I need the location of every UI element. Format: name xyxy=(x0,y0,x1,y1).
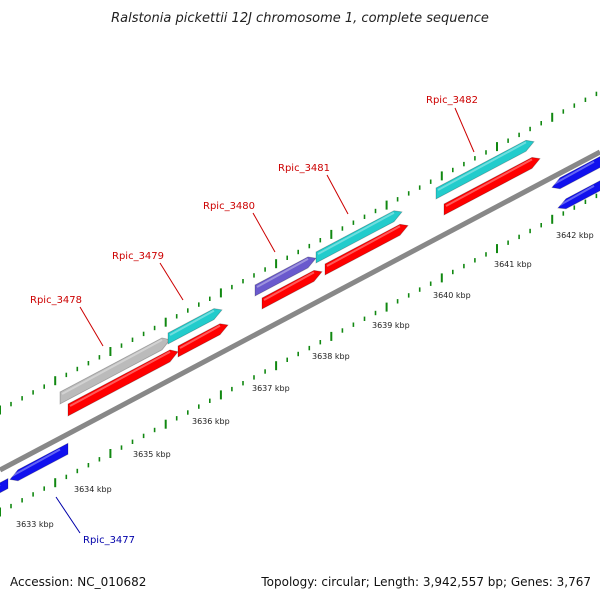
gene-label-rpic-3479[interactable]: Rpic_3479 xyxy=(112,251,164,262)
accession-text: Accession: NC_010682 xyxy=(10,575,146,589)
gene-label-rpic-3482[interactable]: Rpic_3482 xyxy=(426,95,478,106)
gene-rpic-3480-purple xyxy=(254,256,317,297)
kbp-label: 3635 kbp xyxy=(133,450,171,459)
kbp-label: 3641 kbp xyxy=(494,260,532,269)
kbp-label: 3633 kbp xyxy=(16,520,54,529)
kbp-label: 3636 kbp xyxy=(192,417,230,426)
gene-rpic-3478-gray xyxy=(59,337,171,405)
gene-red-1 xyxy=(67,349,179,417)
kbp-label: 3642 kbp xyxy=(556,231,594,240)
gene-label-rpic-3478-leader xyxy=(79,306,104,347)
chromosome-backbone xyxy=(0,149,600,473)
gene-blue-right-lower-highlight xyxy=(559,185,595,206)
gene-blue-right-lower xyxy=(557,180,600,210)
gene-red-4-highlight xyxy=(326,225,401,267)
gene-rpic-3478-gray-highlight xyxy=(61,339,163,395)
gene-rpic-3482-cyan-highlight xyxy=(437,141,527,191)
gene-label-rpic-3478[interactable]: Rpic_3478 xyxy=(30,295,82,306)
kbp-label: 3640 kbp xyxy=(433,291,471,300)
gene-red-2-highlight xyxy=(179,324,221,349)
gene-blue-right-upper-highlight xyxy=(553,160,595,185)
gene-red-5 xyxy=(443,156,541,216)
gene-red-1-highlight xyxy=(69,351,171,407)
inner-tick-track xyxy=(0,193,598,517)
gene-rpic-3477-blue-highlight xyxy=(11,448,61,477)
label-leader-lines xyxy=(55,107,475,534)
gene-label-rpic-3477-leader xyxy=(55,496,81,534)
gene-rpic-3477-blue xyxy=(9,442,69,482)
kbp-label: 3637 kbp xyxy=(252,384,290,393)
gene-features xyxy=(0,139,600,494)
gene-rpic-3480-purple-highlight xyxy=(256,258,309,288)
gene-red-4 xyxy=(324,223,409,276)
gene-rpic-3482-cyan xyxy=(435,139,535,200)
gene-label-rpic-3481-leader xyxy=(326,174,349,215)
gene-red-2 xyxy=(177,323,229,358)
gene-rpic-3481-cyan xyxy=(315,210,403,264)
kbp-scale-labels: 3633 kbp 3634 kbp 3635 kbp 3636 kbp 3637 kbp… xyxy=(16,231,594,529)
sequence-stats-text: Topology: circular; Length: 3,942,557 bp… xyxy=(260,575,591,589)
gene-red-3 xyxy=(261,269,323,310)
gene-label-rpic-3480-leader xyxy=(252,212,276,253)
gene-labels: Rpic_3477 Rpic_3478 Rpic_3479 Rpic_3480 Rpic… xyxy=(30,95,478,546)
gene-blue-left-edge xyxy=(0,477,9,494)
gene-red-5-highlight xyxy=(445,158,533,207)
map-title: Ralstonia pickettii 12J chromosome 1, co… xyxy=(111,11,489,26)
gene-rpic-3479-cyan-highlight xyxy=(169,309,215,336)
gene-label-rpic-3482-leader xyxy=(454,107,475,153)
gene-rpic-3481-cyan-highlight xyxy=(317,211,395,255)
kbp-label: 3639 kbp xyxy=(372,321,410,330)
kbp-label: 3638 kbp xyxy=(312,352,350,361)
gene-rpic-3479-cyan xyxy=(167,308,223,345)
outer-tick-track xyxy=(0,91,598,415)
gene-label-rpic-3477[interactable]: Rpic_3477 xyxy=(83,535,135,546)
gene-red-3-highlight xyxy=(263,271,315,301)
gene-label-rpic-3480[interactable]: Rpic_3480 xyxy=(203,201,255,212)
gene-label-rpic-3481[interactable]: Rpic_3481 xyxy=(278,163,330,174)
gene-label-rpic-3479-leader xyxy=(159,262,184,301)
gene-blue-right-upper xyxy=(551,156,600,190)
kbp-label: 3634 kbp xyxy=(74,485,112,494)
